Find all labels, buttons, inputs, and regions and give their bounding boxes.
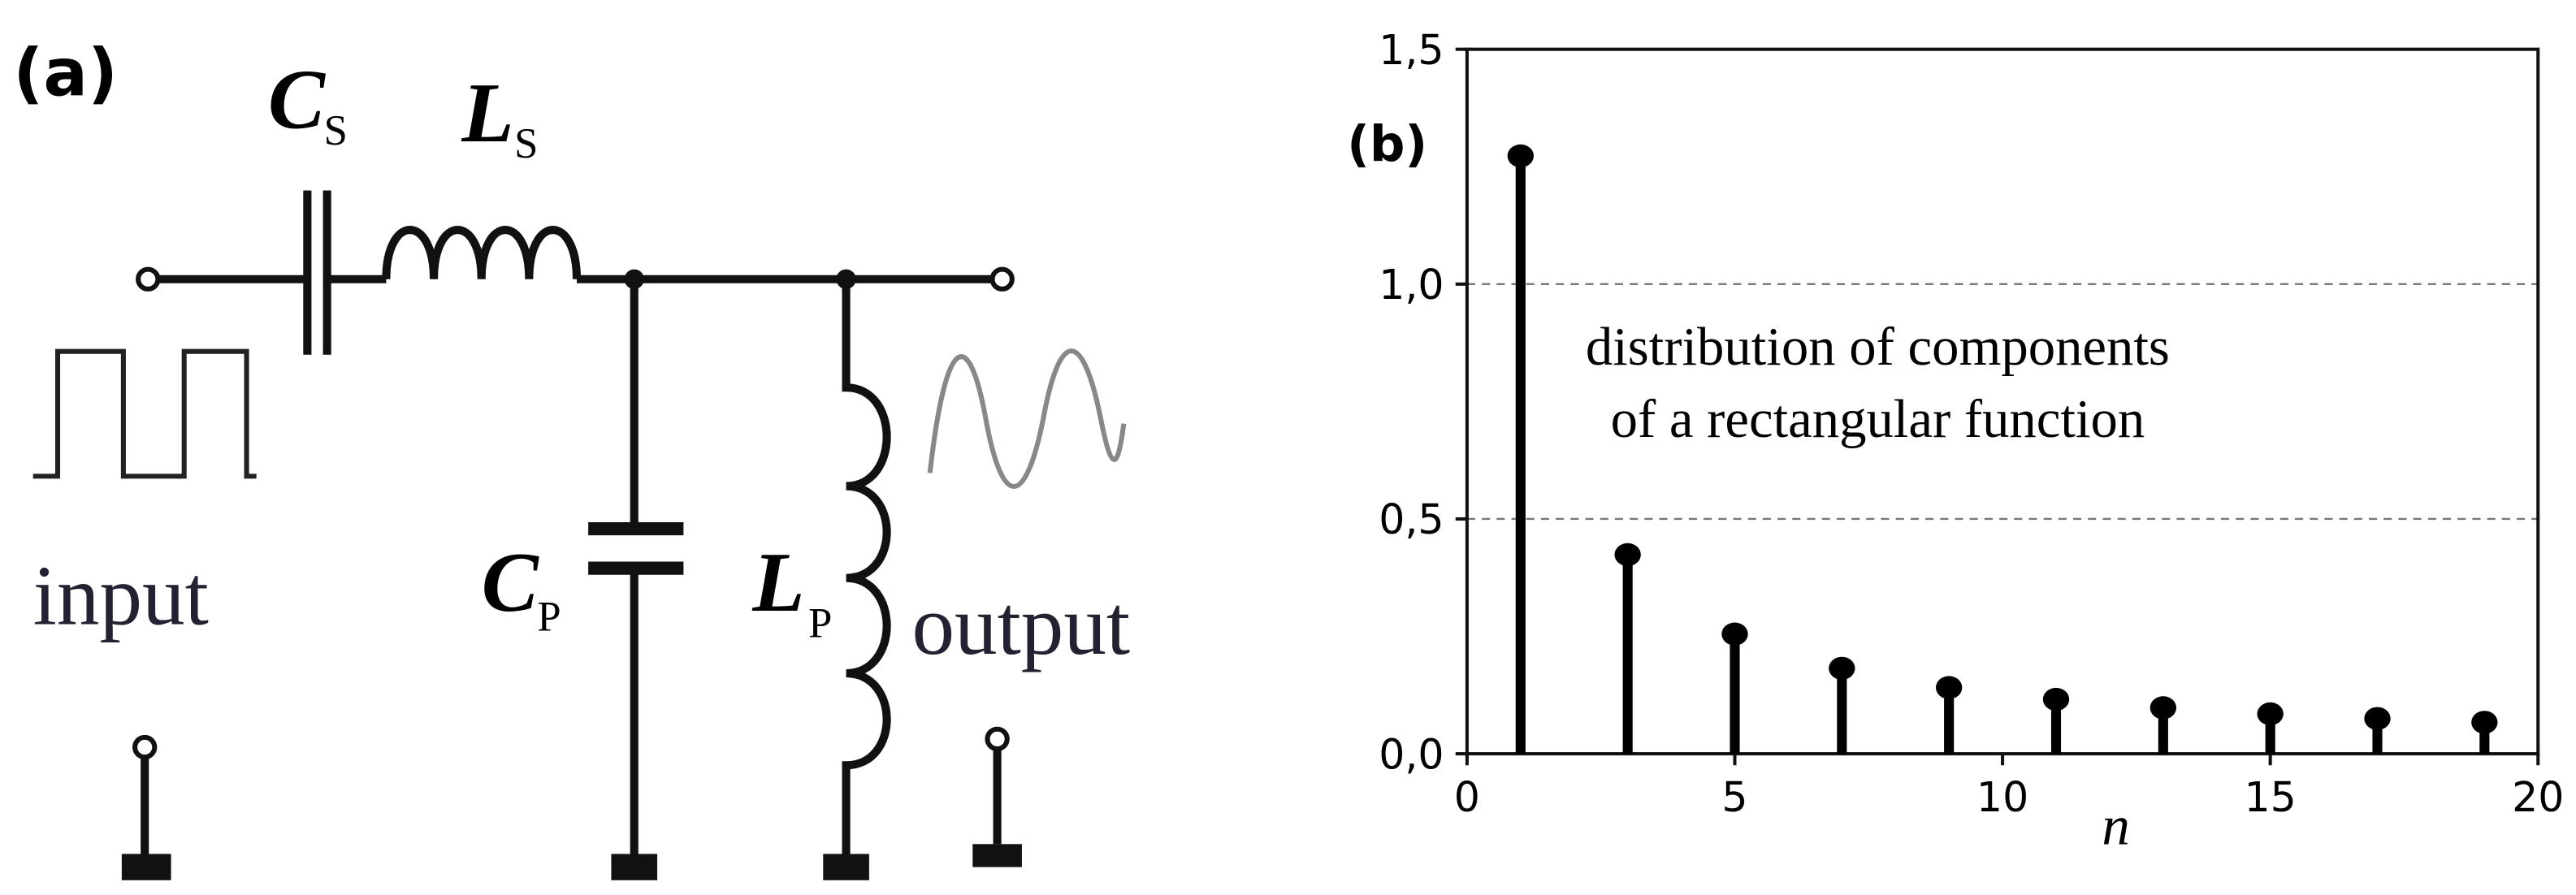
x-tick-label: 0: [1454, 773, 1480, 821]
y-tick-label: 0,5: [1379, 495, 1444, 543]
output-label: output: [911, 577, 1130, 672]
circuit-diagram: (a) C S L S C P L P input: [13, 35, 1130, 880]
sine-wave: [927, 348, 1127, 489]
stem-marker: [1935, 676, 1963, 699]
terminal: [985, 726, 1010, 752]
inductor: [382, 226, 582, 279]
component-subscript: S: [514, 120, 538, 167]
capacitor: [588, 522, 684, 575]
component-symbol: C: [482, 534, 540, 629]
component-symbol: C: [268, 52, 327, 147]
stem-marker: [1721, 622, 1748, 646]
stem-chart: (b) distribution of components of a rect…: [1347, 26, 2564, 856]
stem-marker: [2471, 711, 2498, 734]
x-axis-label: n: [2102, 794, 2129, 856]
ground: [611, 854, 658, 880]
stem-marker: [2042, 687, 2070, 711]
inductor: [842, 279, 891, 858]
x-tick-label: 15: [2245, 773, 2297, 821]
panel-label: (a): [13, 35, 117, 111]
terminal: [989, 266, 1015, 292]
y-tick-label: 1,0: [1379, 261, 1444, 309]
capacitor: [303, 190, 331, 355]
annotation: of a rectangular function: [1611, 390, 2145, 449]
stem-marker: [2150, 696, 2177, 720]
input-label: input: [33, 547, 209, 642]
stem-marker: [1507, 144, 1534, 168]
component-symbol: L: [461, 65, 513, 160]
component-symbol: L: [751, 534, 804, 629]
terminal: [136, 266, 161, 292]
stem-marker: [1829, 656, 1855, 681]
panel-label: (b): [1347, 116, 1427, 173]
component-subscript: P: [808, 600, 832, 647]
component-subscript: S: [324, 107, 348, 154]
ground: [121, 854, 171, 880]
ground: [823, 854, 869, 880]
stem-marker: [2364, 707, 2391, 730]
square-wave: [32, 348, 257, 479]
y-tick-label: 0,0: [1379, 730, 1444, 778]
stem-marker: [1614, 543, 1641, 567]
x-tick-label: 20: [2512, 773, 2564, 821]
x-tick-label: 10: [1976, 773, 2028, 821]
plot-frame: [1465, 47, 2540, 756]
x-tick-label: 5: [1721, 773, 1747, 821]
component-subscript: P: [537, 593, 561, 640]
y-tick-label: 1,5: [1379, 26, 1444, 74]
ground: [972, 844, 1022, 867]
terminal: [132, 734, 158, 760]
stem-marker: [2257, 702, 2284, 726]
annotation: distribution of components: [1586, 318, 2170, 377]
